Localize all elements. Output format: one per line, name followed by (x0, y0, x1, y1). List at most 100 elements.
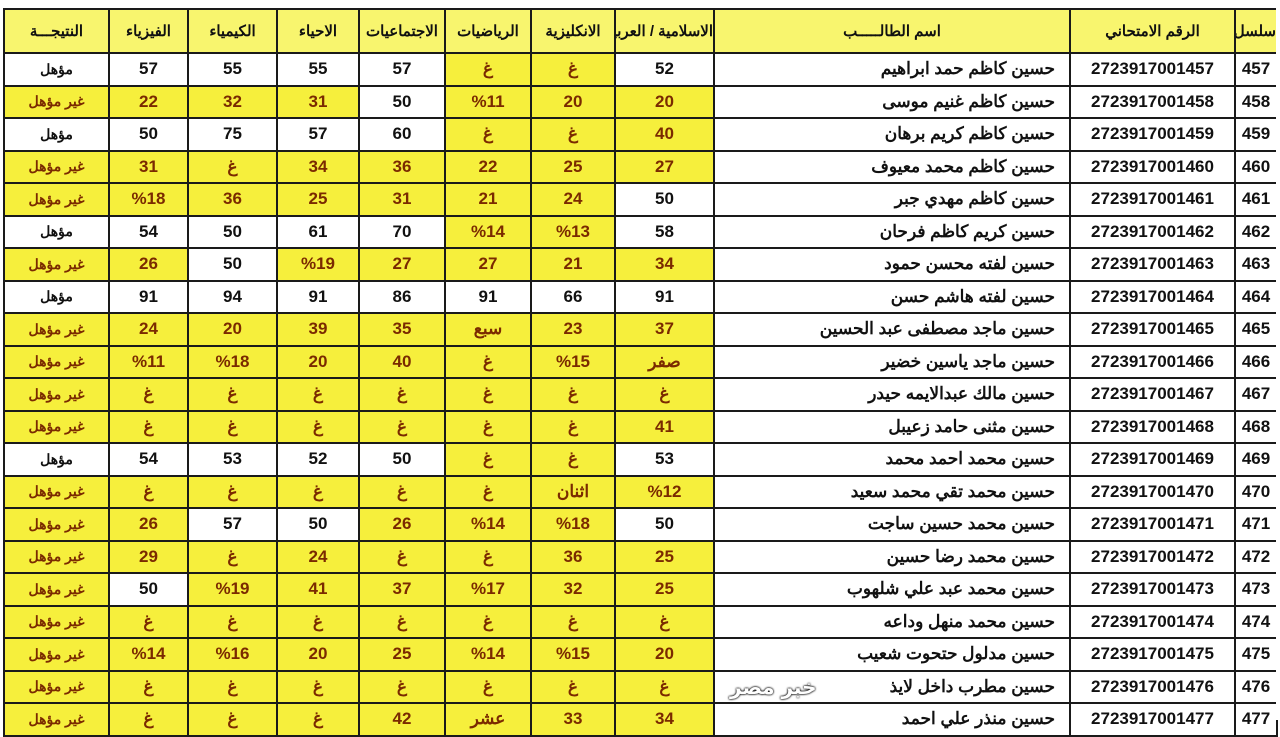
cell-serial: 476 (1234, 669, 1278, 704)
cell-social: 40 (358, 344, 446, 379)
cell-result: غير مؤهل (3, 377, 110, 412)
cell-english: 36 (530, 539, 616, 574)
cell-student-name: حسين مدلول حتحوت شعيب (713, 637, 1071, 672)
cell-english: 66 (530, 279, 616, 314)
cell-physics: غ (108, 702, 189, 737)
cell-biology: 52 (276, 442, 360, 477)
cell-exam-number: 2723917001473 (1069, 572, 1236, 607)
cell-student-name: حسين كاظم مهدي جبر (713, 182, 1071, 217)
cell-social: غ (358, 409, 446, 444)
cell-chemistry: 75 (187, 117, 278, 152)
cell-physics: 26 (108, 507, 189, 542)
cell-math: 91 (444, 279, 532, 314)
cell-student-name: حسين منذر علي احمد (713, 702, 1071, 737)
table-row: 471 2723917001471 حسين محمد حسين ساجت 50 %18… (3, 507, 1278, 542)
cell-biology: 24 (276, 539, 360, 574)
cell-student-name: حسين محمد منهل وداعه (713, 604, 1071, 639)
header-math: الرياضيات (444, 8, 532, 54)
cell-islamic-arabic: 25 (614, 539, 715, 574)
cell-physics: 22 (108, 84, 189, 119)
cell-social: 60 (358, 117, 446, 152)
cell-math: 22 (444, 149, 532, 184)
header-exam-number: الرقم الامتحاني (1069, 8, 1236, 54)
cell-biology: 55 (276, 52, 360, 87)
cell-serial: 473 (1234, 572, 1278, 607)
cell-physics: 26 (108, 247, 189, 282)
cell-chemistry: %19 (187, 572, 278, 607)
results-table-container: سلسل الرقم الامتحاني اسم الطالـــــب الاسلا… (3, 8, 1278, 737)
cell-islamic-arabic: غ (614, 604, 715, 639)
cell-math: 27 (444, 247, 532, 282)
cell-physics: 31 (108, 149, 189, 184)
cell-islamic-arabic: 52 (614, 52, 715, 87)
cell-physics: غ (108, 409, 189, 444)
table-row: 477 2723917001477 حسين منذر علي احمد 34 33 عش… (3, 702, 1278, 737)
table-row: 473 2723917001473 حسين محمد عبد علي شلهوب 2… (3, 572, 1278, 607)
cell-serial: 477 (1234, 702, 1278, 737)
cell-physics: غ (108, 669, 189, 704)
cell-result: مؤهل (3, 214, 110, 249)
cell-serial: 457 (1234, 52, 1278, 87)
cell-result: غير مؤهل (3, 84, 110, 119)
cell-islamic-arabic: صفر (614, 344, 715, 379)
cell-exam-number: 2723917001475 (1069, 637, 1236, 672)
cell-biology: 31 (276, 84, 360, 119)
cell-result: غير مؤهل (3, 344, 110, 379)
cell-serial: 458 (1234, 84, 1278, 119)
cell-chemistry: 57 (187, 507, 278, 542)
cell-exam-number: 2723917001465 (1069, 312, 1236, 347)
header-result: النتيجـــة (3, 8, 110, 54)
cell-serial: 470 (1234, 474, 1278, 509)
cell-biology: 39 (276, 312, 360, 347)
cell-math: غ (444, 442, 532, 477)
cell-result: غير مؤهل (3, 572, 110, 607)
cell-math: غ (444, 474, 532, 509)
cell-exam-number: 2723917001463 (1069, 247, 1236, 282)
cell-result: غير مؤهل (3, 474, 110, 509)
cell-islamic-arabic: غ (614, 669, 715, 704)
cell-serial: 464 (1234, 279, 1278, 314)
cell-biology: 41 (276, 572, 360, 607)
cell-student-name: حسين لفته هاشم حسن (713, 279, 1071, 314)
cell-english: %18 (530, 507, 616, 542)
cell-english: غ (530, 52, 616, 87)
cell-exam-number: 2723917001467 (1069, 377, 1236, 412)
cell-physics: 54 (108, 442, 189, 477)
cell-english: %15 (530, 637, 616, 672)
table-row: 464 2723917001464 حسين لفته هاشم حسن 91 66 91… (3, 279, 1278, 314)
cell-physics: 54 (108, 214, 189, 249)
cell-islamic-arabic: غ (614, 377, 715, 412)
cell-english: غ (530, 604, 616, 639)
cell-english: 32 (530, 572, 616, 607)
cell-physics: غ (108, 604, 189, 639)
cell-physics: 57 (108, 52, 189, 87)
cell-islamic-arabic: 50 (614, 507, 715, 542)
cell-exam-number: 2723917001459 (1069, 117, 1236, 152)
header-student-name: اسم الطالـــــب (713, 8, 1071, 54)
cell-chemistry: 20 (187, 312, 278, 347)
cell-serial: 467 (1234, 377, 1278, 412)
cell-islamic-arabic: 50 (614, 182, 715, 217)
cell-chemistry: %18 (187, 344, 278, 379)
cell-serial: 462 (1234, 214, 1278, 249)
cell-biology: %19 (276, 247, 360, 282)
header-row: سلسل الرقم الامتحاني اسم الطالـــــب الاسلا… (3, 8, 1278, 54)
cell-student-name: حسين ماجد ياسين خضير (713, 344, 1071, 379)
cell-social: 57 (358, 52, 446, 87)
cell-english: 25 (530, 149, 616, 184)
cell-chemistry: غ (187, 539, 278, 574)
cell-serial: 472 (1234, 539, 1278, 574)
cell-social: غ (358, 539, 446, 574)
cell-physics: %18 (108, 182, 189, 217)
table-row: 469 2723917001469 حسين محمد احمد محمد 53 غ غ 5… (3, 442, 1278, 477)
cell-student-name: حسين محمد حسين ساجت (713, 507, 1071, 542)
cell-physics: 50 (108, 572, 189, 607)
cell-biology: 25 (276, 182, 360, 217)
cell-biology: غ (276, 669, 360, 704)
cell-social: 50 (358, 442, 446, 477)
table-row: 475 2723917001475 حسين مدلول حتحوت شعيب 20%… (3, 637, 1278, 672)
table-row: 468 2723917001468 حسين مثنى حامد زعيبل 41 غ غ… (3, 409, 1278, 444)
cell-serial: 474 (1234, 604, 1278, 639)
cell-chemistry: 53 (187, 442, 278, 477)
cell-social: 36 (358, 149, 446, 184)
